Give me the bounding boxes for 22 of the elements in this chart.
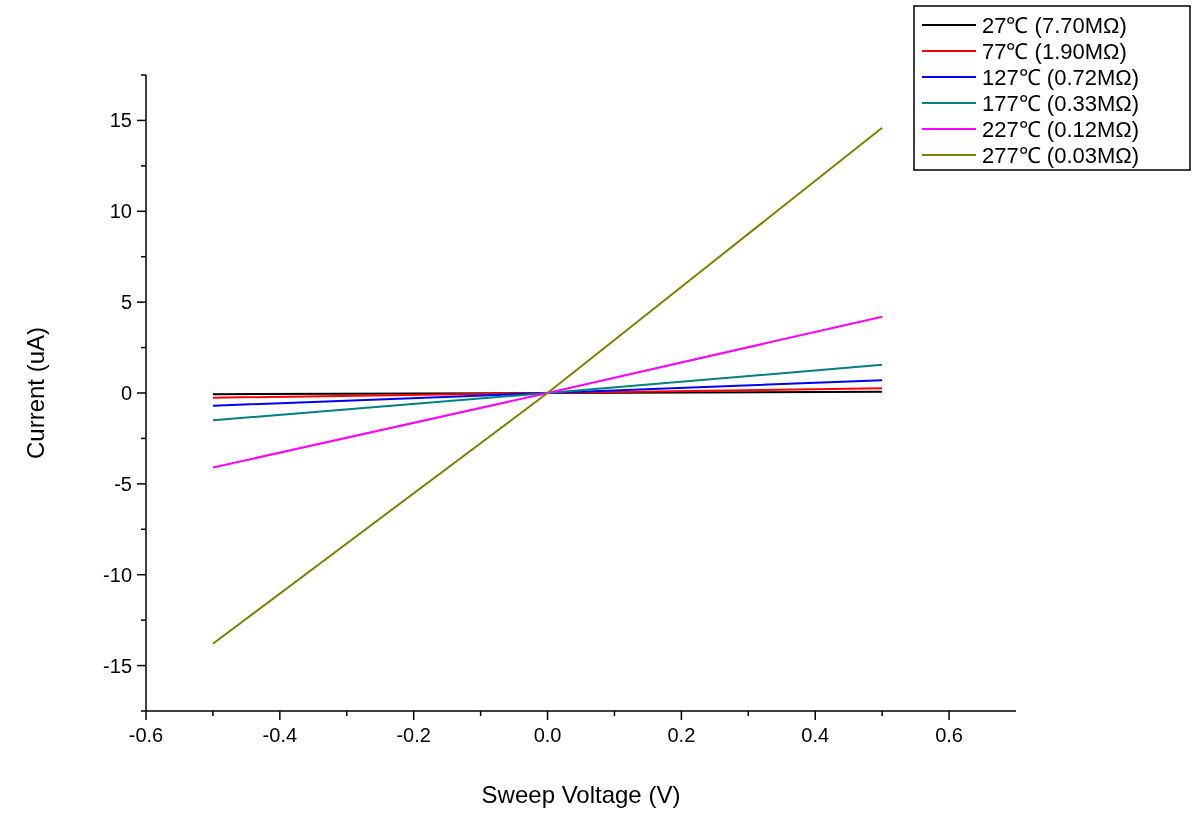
- x-tick-label: -0.6: [128, 724, 164, 746]
- y-tick-label: -15: [103, 654, 132, 677]
- y-tick-label: 10: [109, 200, 132, 223]
- y-tick-label: -5: [114, 472, 132, 495]
- x-tick-label: -0.2: [396, 724, 431, 746]
- x-tick-label: 0.2: [667, 724, 696, 746]
- legend-label: 27℃ (7.70MΩ): [982, 13, 1127, 38]
- legend-label: 177℃ (0.33MΩ): [982, 91, 1140, 116]
- x-axis-title: Sweep Voltage (V): [481, 781, 681, 808]
- y-tick-label: -10: [103, 563, 132, 586]
- y-tick-label: 15: [109, 109, 132, 132]
- legend-label: 227℃ (0.12MΩ): [982, 117, 1140, 142]
- x-tick-label: 0.4: [801, 724, 830, 746]
- legend-label: 127℃ (0.72MΩ): [982, 65, 1140, 90]
- text: -0.4: [262, 724, 298, 746]
- legend-label: 77℃ (1.90MΩ): [982, 39, 1127, 64]
- x-tick-label: 0.6: [935, 724, 963, 746]
- y-axis-title: Current (uA): [22, 326, 49, 460]
- legend-label: 277℃ (0.03MΩ): [982, 143, 1140, 168]
- y-tick-label: 5: [120, 291, 132, 314]
- x-tick-label: 0.0: [533, 724, 562, 746]
- y-tick-label: 0: [120, 382, 132, 404]
